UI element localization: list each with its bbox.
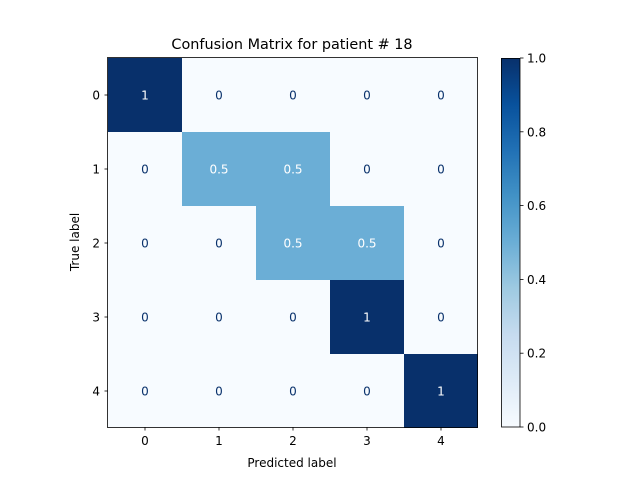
cell-value-label: 0 [215, 311, 223, 325]
heatmap-cell [256, 280, 330, 354]
y-tick-label: 4 [92, 385, 100, 399]
x-tick-label: 1 [215, 434, 223, 448]
heatmap-cell [330, 132, 404, 206]
cell-value-label: 0 [437, 311, 445, 325]
heatmap-cell [330, 280, 404, 354]
cell-value-label: 0 [363, 163, 371, 177]
heatmap-cell [182, 280, 256, 354]
heatmap-cell [182, 58, 256, 132]
heatmap-cell [404, 354, 478, 428]
cell-value-label: 0 [289, 385, 297, 399]
colorbar-ticks: 0.0 0.2 0.4 0.6 0.8 1.0 [520, 52, 546, 435]
heatmap-cell [330, 58, 404, 132]
cell-value-label: 0 [437, 237, 445, 251]
heatmap-cell [404, 280, 478, 354]
chart-title: Confusion Matrix for patient # 18 [171, 37, 412, 53]
cell-value-label: 0 [141, 237, 149, 251]
colorbar-frame [501, 58, 521, 428]
x-axis-ticks: 0 1 2 3 4 [141, 427, 445, 448]
x-tick-label: 2 [289, 434, 297, 448]
colorbar [501, 58, 520, 427]
x-tick-label: 4 [437, 434, 445, 448]
heatmap-cell [108, 58, 182, 132]
heatmap-cell [108, 354, 182, 428]
cell-value-label: 0.5 [209, 163, 228, 177]
heatmap-cell [404, 132, 478, 206]
cell-value-label: 0 [289, 89, 297, 103]
plot-frame [107, 57, 478, 428]
colorbar-tick-label: 0.4 [527, 273, 546, 287]
cell-value-label: 1 [437, 385, 445, 399]
y-tick-label: 1 [92, 163, 100, 177]
cell-value-label: 0 [215, 89, 223, 103]
colorbar-tick-label: 0.2 [527, 347, 546, 361]
y-axis-ticks: 0 1 2 3 4 [92, 89, 108, 399]
heatmap-cell [256, 132, 330, 206]
heatmap-cell [256, 206, 330, 280]
cell-value-label: 0 [141, 385, 149, 399]
cell-value-label: 0.5 [283, 163, 302, 177]
cell-value-label: 0 [215, 237, 223, 251]
x-tick-label: 0 [141, 434, 149, 448]
y-tick-label: 3 [92, 311, 100, 325]
heatmap-cells: 1 0 0 0 0 0 0.5 0.5 0 0 0 0 0.5 0.5 0 0 0 0 1 0 0 0 0 0 1 [108, 58, 478, 428]
cell-value-label: 1 [363, 311, 371, 325]
colorbar-tick-label: 0.0 [527, 421, 546, 435]
cell-value-label: 0 [437, 89, 445, 103]
heatmap-cell [108, 206, 182, 280]
heatmap-cell [330, 206, 404, 280]
colorbar-tick-label: 0.8 [527, 125, 546, 139]
x-tick-label: 3 [363, 434, 371, 448]
x-axis-label: Predicted label [247, 456, 336, 470]
cell-value-label: 0 [363, 385, 371, 399]
heatmap-cell [182, 206, 256, 280]
cell-value-label: 0 [141, 311, 149, 325]
heatmap-cell [182, 354, 256, 428]
cell-value-label: 0 [215, 385, 223, 399]
cell-value-label: 0 [363, 89, 371, 103]
heatmap-cell [330, 354, 404, 428]
cell-value-label: 1 [141, 89, 149, 103]
cell-value-label: 0 [141, 163, 149, 177]
heatmap-cell [182, 132, 256, 206]
colorbar-tick-label: 0.6 [527, 199, 546, 213]
colorbar-tick-label: 1.0 [527, 52, 546, 66]
y-axis-label: True label [68, 213, 82, 272]
heatmap-cell [404, 58, 478, 132]
y-tick-label: 2 [92, 237, 100, 251]
y-tick-label: 0 [92, 89, 100, 103]
heatmap-cell [108, 280, 182, 354]
cell-value-label: 0.5 [283, 237, 302, 251]
heatmap-cell [404, 206, 478, 280]
heatmap-cell [256, 58, 330, 132]
cell-value-label: 0 [437, 163, 445, 177]
cell-value-label: 0 [289, 311, 297, 325]
cell-value-label: 0.5 [357, 237, 376, 251]
heatmap-cell [256, 354, 330, 428]
heatmap-cell [108, 132, 182, 206]
